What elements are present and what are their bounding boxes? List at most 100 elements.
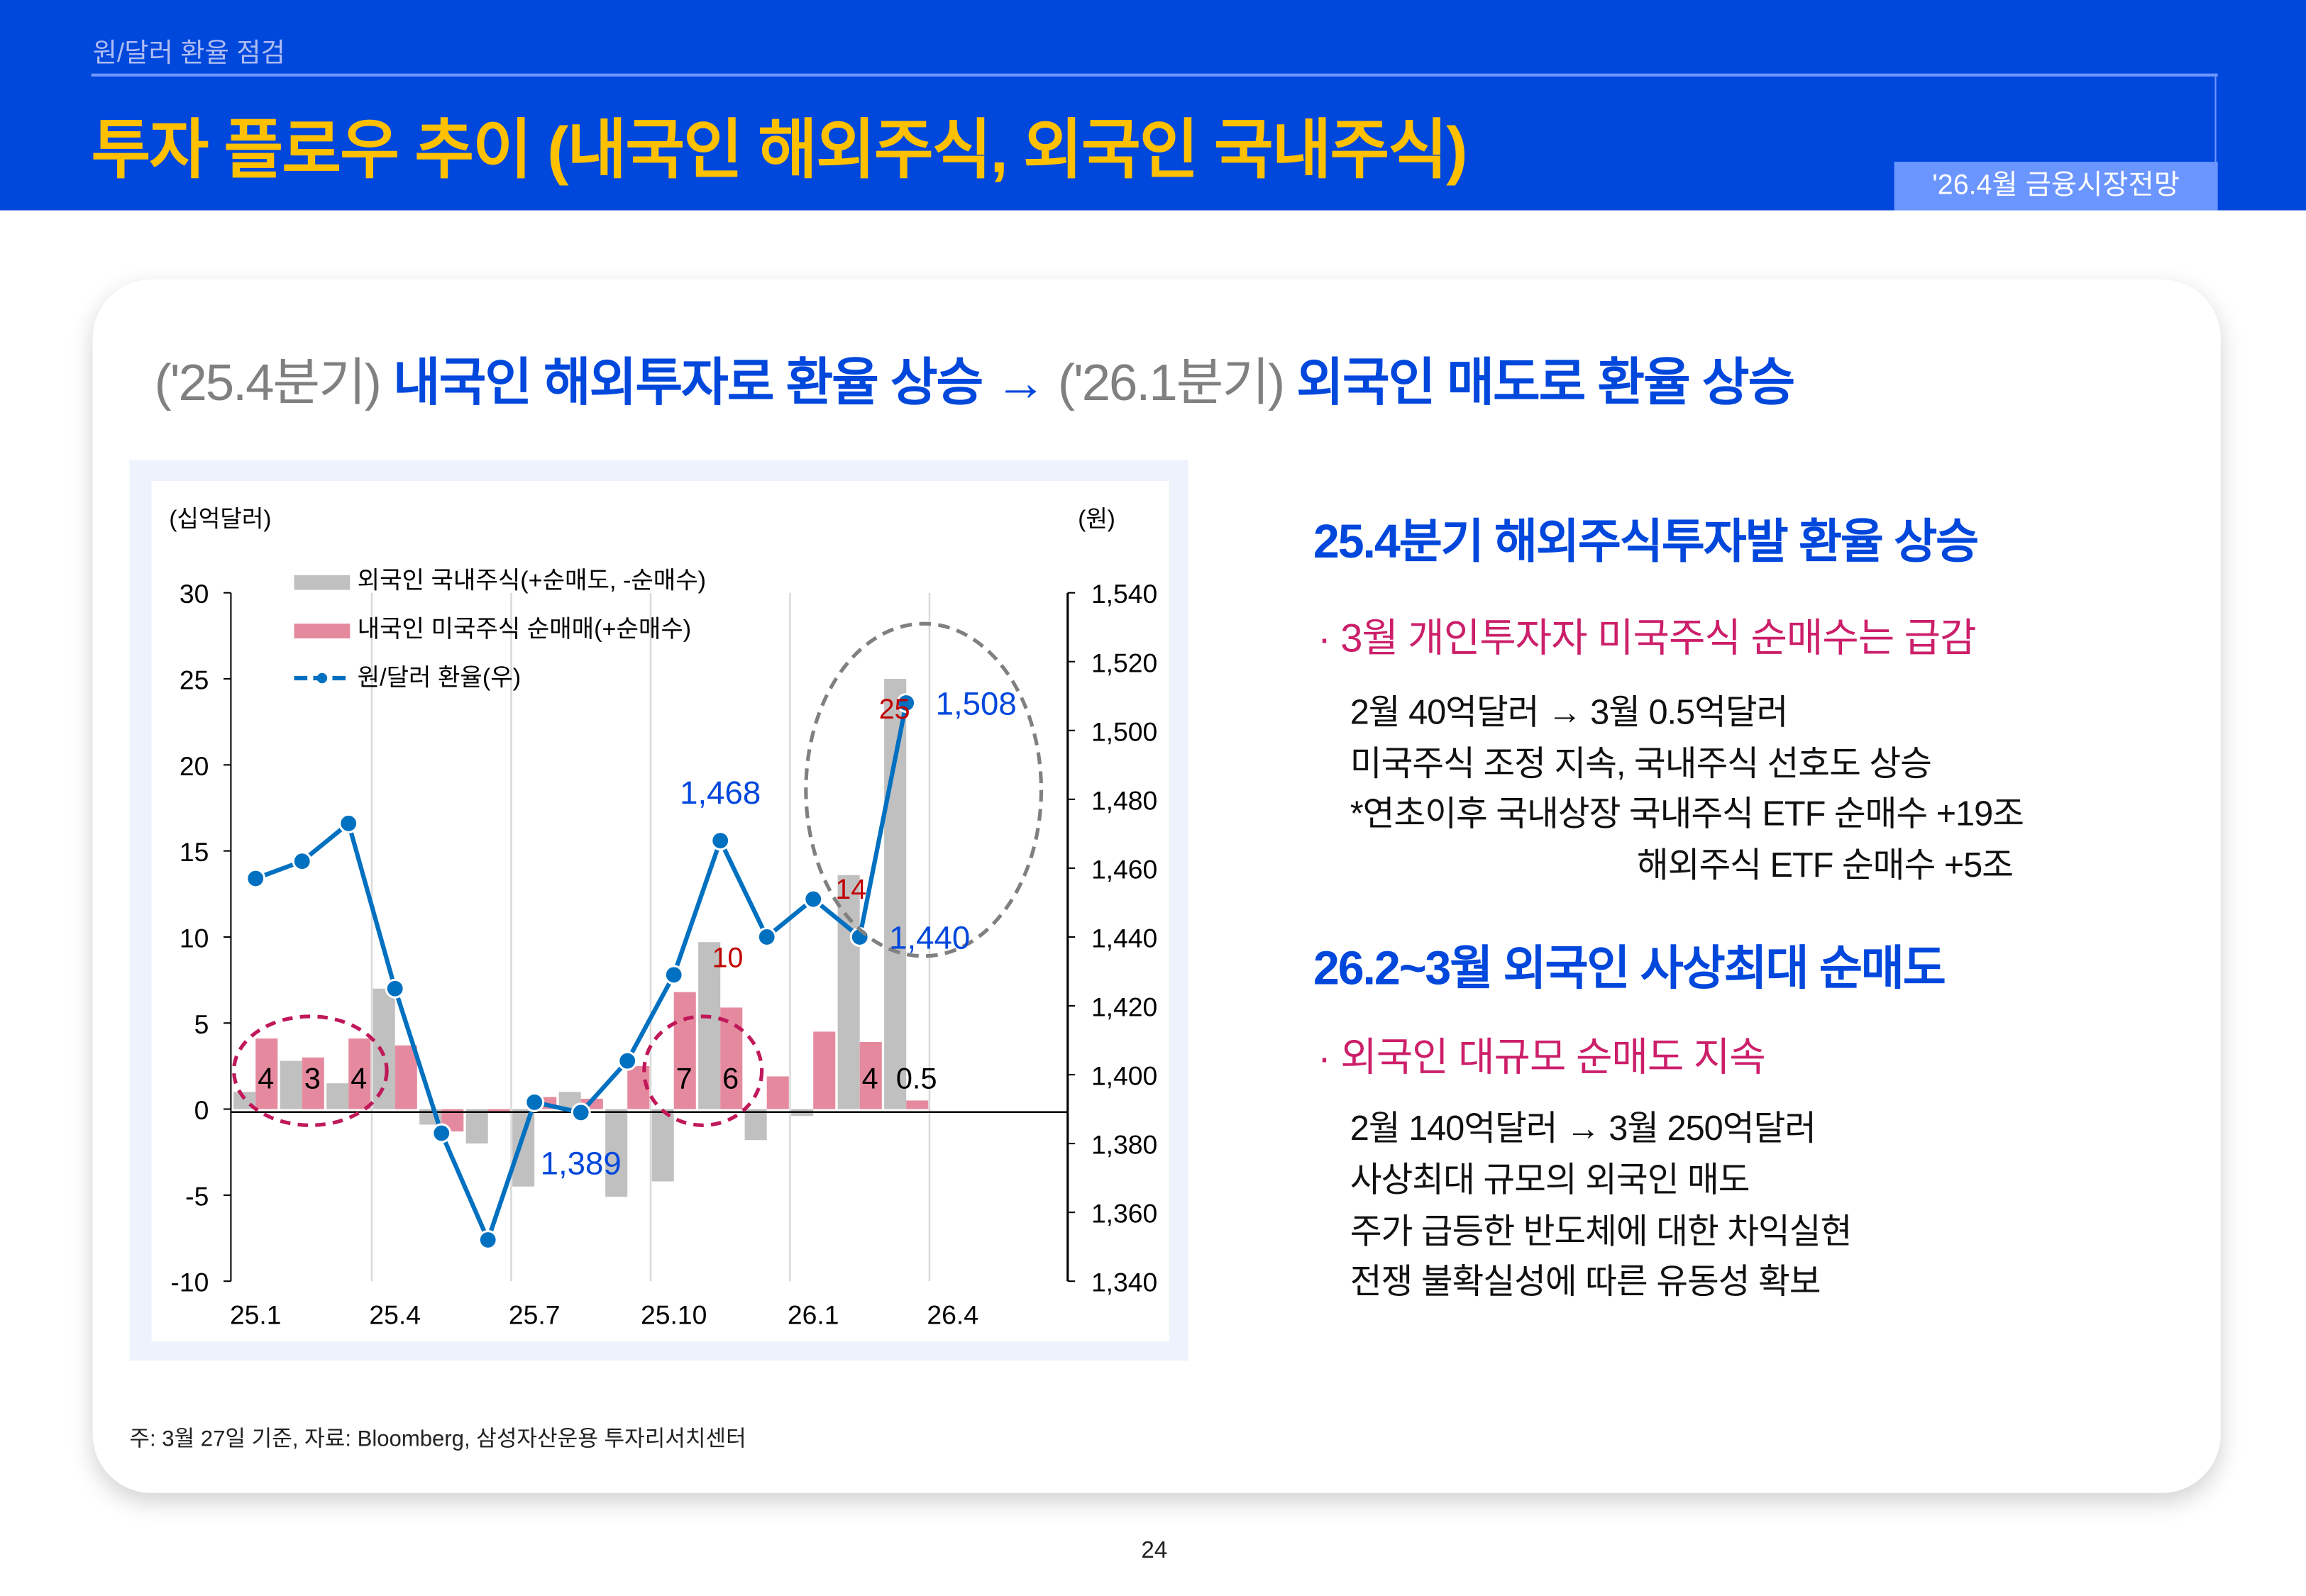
fx-point-25.8 xyxy=(570,1102,591,1123)
section1-heading: 25.4분기 해외주식투자발 환율 상승 xyxy=(1313,514,1979,568)
section1-line: 해외주식 ETF 순매수 +5조 xyxy=(1636,846,2014,885)
x-tick-label: 25.4 xyxy=(369,1299,421,1329)
subtitle-period-1: ('25.4분기) xyxy=(154,354,382,412)
bar-domestic-25.1 xyxy=(255,1038,278,1109)
section1-line: *연초이후 국내상장 국내주식 ETF 순매수 +19조 xyxy=(1350,794,2024,833)
right-tick-label: 1,360 xyxy=(1091,1199,1157,1229)
bar-domestic-26.2 xyxy=(859,1041,882,1109)
highlight-circle-26q1 xyxy=(804,621,1044,958)
arrow-icon: → xyxy=(995,354,1047,412)
right-tick-label: 1,380 xyxy=(1091,1130,1157,1160)
subtitle-text-1: 내국인 해외투자로 환율 상승 xyxy=(392,354,983,412)
left-axis-unit: (십억달러) xyxy=(169,506,271,532)
legend-marker-fx xyxy=(316,672,328,684)
section2-line: 주가 급등한 반도체에 대한 차익실현 xyxy=(1350,1212,1853,1251)
highlight-circle-25q4 xyxy=(642,1014,764,1127)
right-tick-label: 1,400 xyxy=(1091,1061,1157,1091)
bar-domestic-26.3 xyxy=(906,1100,929,1109)
legend-label-fx: 원/달러 환율(우) xyxy=(358,664,521,691)
fx-point-25.9 xyxy=(617,1051,638,1071)
bar-foreign-25.12 xyxy=(744,1109,767,1141)
left-tick-label: 15 xyxy=(180,837,209,867)
bar-foreign-25.4 xyxy=(373,988,395,1109)
left-tick-label: 5 xyxy=(194,1009,209,1039)
fx-point-25.11 xyxy=(710,831,731,851)
right-tick-label: 1,520 xyxy=(1091,648,1157,677)
data-label: 6 xyxy=(722,1062,739,1095)
bar-domestic-25.11 xyxy=(720,1007,743,1109)
left-tick-label: 30 xyxy=(180,579,209,609)
legend-swatch-domestic xyxy=(294,624,351,638)
x-tick-label: 25.10 xyxy=(641,1299,707,1329)
bar-foreign-26.2 xyxy=(837,875,860,1109)
section2-bullet: · 외국인 대규모 순매도 지속 xyxy=(1318,1035,1766,1080)
legend-swatch-foreign xyxy=(294,575,351,590)
right-axis-unit: (원) xyxy=(1078,506,1115,532)
report-badge: '26.4월 금융시장전망 xyxy=(1894,162,2218,211)
bar-foreign-26.3 xyxy=(884,679,907,1109)
fx-point-26.1 xyxy=(803,889,824,909)
footnote: 주: 3월 27일 기준, 자료: Bloomberg, 삼성자산운용 투자리서… xyxy=(129,1426,746,1452)
data-label: 25 xyxy=(879,694,910,725)
bar-domestic-25.3 xyxy=(348,1038,371,1109)
left-tick-label: 20 xyxy=(180,751,209,781)
legend: 외국인 국내주식(+순매도, -순매수) 내국인 미국주식 순매매(+순매수) … xyxy=(294,567,706,691)
subtitle-text-2: 외국인 매도로 환율 상승 xyxy=(1296,354,1795,412)
page-number: 24 xyxy=(1141,1539,1168,1564)
right-tick-label: 1,500 xyxy=(1091,716,1157,746)
data-label: 0.5 xyxy=(896,1062,937,1095)
x-tick-label: 25.1 xyxy=(230,1299,282,1329)
section1-line: 미국주식 조정 지속, 국내주식 선호도 상승 xyxy=(1350,744,1932,783)
x-tick-label: 26.4 xyxy=(927,1299,978,1329)
bar-foreign-25.2 xyxy=(280,1060,302,1109)
data-label: 4 xyxy=(258,1062,274,1095)
section2-line: 2월 140억달러 → 3월 250억달러 xyxy=(1350,1109,1816,1148)
fx-point-26.3 xyxy=(896,692,917,713)
bar-domestic-25.4 xyxy=(395,1045,417,1109)
x-tick-label: 26.1 xyxy=(788,1299,839,1329)
left-tick-label: 0 xyxy=(194,1095,209,1125)
data-label: 7 xyxy=(676,1062,693,1095)
legend-label-domestic: 내국인 미국주식 순매매(+순매수) xyxy=(358,616,692,643)
fx-point-25.1 xyxy=(246,868,266,889)
data-label: 1,468 xyxy=(680,775,761,811)
data-label: 1,508 xyxy=(936,686,1017,722)
data-label: 14 xyxy=(835,874,866,905)
section2-heading: 26.2~3월 외국인 사상최대 순매도 xyxy=(1313,941,1946,994)
fx-point-25.2 xyxy=(292,851,312,872)
x-tick-label: 25.7 xyxy=(509,1299,561,1329)
left-tick-label: 10 xyxy=(180,923,209,953)
left-tick-label: -5 xyxy=(185,1181,209,1211)
bar-foreign-25.3 xyxy=(326,1083,349,1109)
fx-point-25.6 xyxy=(478,1229,498,1250)
right-tick-label: 1,480 xyxy=(1091,785,1157,815)
bar-foreign-25.9 xyxy=(605,1109,628,1197)
bar-domestic-26.1 xyxy=(813,1031,836,1109)
header-divider-vertical xyxy=(2214,73,2217,165)
bar-foreign-25.6 xyxy=(465,1109,488,1144)
left-tick-label: 25 xyxy=(180,665,209,695)
page-title: 투자 플로우 추이 (내국인 해외주식, 외국인 국내주식) xyxy=(91,114,1468,187)
section1-line: 2월 40억달러 → 3월 0.5억달러 xyxy=(1350,692,1789,731)
right-tick-label: 1,440 xyxy=(1091,923,1157,953)
right-tick-label: 1,340 xyxy=(1091,1268,1157,1297)
highlight-circle-25q1 xyxy=(231,1014,389,1127)
header-divider xyxy=(91,73,2218,77)
fx-point-25.10 xyxy=(663,965,684,985)
data-label: 4 xyxy=(862,1062,878,1095)
header-bar: 원/달러 환율 점검 투자 플로우 추이 (내국인 해외주식, 외국인 국내주식… xyxy=(0,0,2306,211)
data-label: 3 xyxy=(304,1062,321,1095)
fx-point-25.5 xyxy=(431,1123,452,1143)
bar-domestic-25.12 xyxy=(766,1076,789,1109)
section2-line: 전쟁 불확실성에 따른 유동성 확보 xyxy=(1350,1262,1821,1301)
fx-point-25.4 xyxy=(385,978,405,999)
bar-domestic-25.10 xyxy=(673,992,696,1109)
left-tick-label: -10 xyxy=(170,1268,209,1297)
fx-point-25.7 xyxy=(524,1092,545,1112)
section1-bullet: · 3월 개인투자자 미국주식 순매수는 급감 xyxy=(1318,616,1977,661)
data-label: 10 xyxy=(712,942,744,973)
section-label: 원/달러 환율 점검 xyxy=(92,38,285,68)
legend-label-foreign: 외국인 국내주식(+순매도, -순매수) xyxy=(358,567,706,594)
